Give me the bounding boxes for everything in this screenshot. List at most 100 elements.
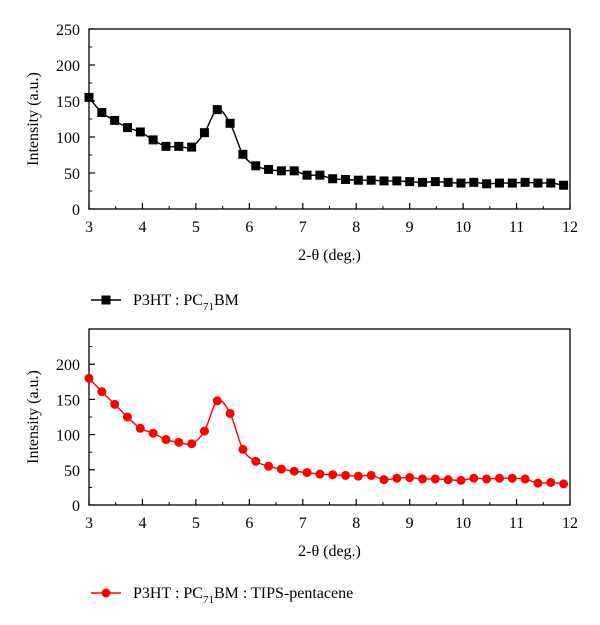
x-tick-label: 11 [509,219,524,236]
x-axis-label: 2-θ (deg.) [298,247,361,264]
x-tick-label: 12 [562,515,578,532]
legend-marker [101,295,111,305]
data-point [161,141,171,151]
legend-label: P3HT : PC71BM : TIPS-pentacene [133,585,353,606]
x-tick-label: 11 [509,515,524,532]
data-point [276,166,286,176]
data-point [276,464,286,474]
x-tick-label: 5 [192,515,200,532]
data-point [507,178,517,188]
data-point [405,473,415,483]
data-point [328,174,338,184]
y-axis-label: Intensity (a.u.) [25,370,42,464]
y-tick-label: 150 [56,392,80,409]
data-point [110,399,120,409]
y-tick-label: 100 [56,130,80,147]
x-tick-label: 7 [299,219,307,236]
data-point [366,470,376,480]
y-tick-label: 0 [72,498,80,515]
data-point [251,161,261,171]
x-tick-label: 8 [352,219,360,236]
data-point [520,474,530,484]
data-point [392,473,402,483]
data-point [174,437,184,447]
data-point [135,127,145,137]
data-point [84,92,94,102]
data-point [379,475,389,485]
data-point [289,166,299,176]
data-point [469,473,479,483]
data-point [187,439,197,449]
data-point [559,479,569,489]
x-tick-label: 3 [85,515,93,532]
x-tick-label: 7 [299,515,307,532]
data-point [482,474,492,484]
data-point [225,118,235,128]
x-tick-label: 9 [406,515,414,532]
data-point [84,373,94,383]
data-point [417,177,427,187]
chart-panel-p3ht-pc71bm-tips-pentacene: 3 4 5 6 7 8 9 10 11 12 0 50 100 150 200 2-θ (deg.) Inten… [25,328,578,606]
data-point [122,123,132,133]
data-point [110,115,120,125]
x-tick-label: 4 [138,515,146,532]
data-point [315,469,325,479]
data-point [533,478,543,488]
data-point [97,108,107,118]
data-point [533,178,543,188]
data-point [135,423,145,433]
data-point [430,177,440,187]
data-point [264,461,274,471]
y-tick-label: 100 [56,428,80,445]
x-tick-label: 12 [562,219,578,236]
data-point [187,142,197,152]
data-point [251,456,261,466]
data-point [482,179,492,189]
data-point [456,178,466,188]
data-point [443,475,453,485]
x-tick-label: 9 [406,219,414,236]
legend-label: P3HT : PC71BM [133,292,239,313]
data-point [341,174,351,184]
data-point [379,176,389,186]
data-point [315,170,325,180]
data-point [546,477,556,487]
data-point [328,470,338,480]
data-point [392,176,402,186]
y-tick-label: 200 [56,357,80,374]
data-point [405,177,415,187]
data-point [559,180,569,190]
data-point [353,471,363,481]
x-axis-label: 2-θ (deg.) [298,543,361,560]
data-point [494,178,504,188]
data-point [546,178,556,188]
data-point [161,435,171,445]
data-point [97,387,107,397]
data-point [366,175,376,185]
x-tick-label: 3 [85,219,93,236]
series-line [88,96,564,186]
y-tick-label: 150 [56,94,80,111]
legend: P3HT : PC71BM : TIPS-pentacene [91,585,353,606]
data-point [417,474,427,484]
data-point [264,164,274,174]
x-tick-label: 5 [192,219,200,236]
data-point [225,408,235,418]
data-point [353,175,363,185]
y-tick-label: 0 [72,202,80,219]
legend: P3HT : PC71BM [91,292,239,313]
data-point [174,141,184,151]
data-point [507,473,517,483]
chart-panel-p3ht-pc71bm: 3 4 5 6 7 8 9 10 11 12 0 50 100 150 200 250 2-θ (deg.) In… [25,22,578,313]
y-tick-label: 50 [64,166,80,183]
x-tick-label: 10 [455,515,471,532]
data-point [430,474,440,484]
y-tick-label: 200 [56,58,80,75]
x-tick-label: 6 [245,219,253,236]
data-point [199,128,209,138]
x-tick-label: 8 [352,515,360,532]
data-point [443,177,453,187]
x-tick-label: 10 [455,219,471,236]
data-point [469,177,479,187]
